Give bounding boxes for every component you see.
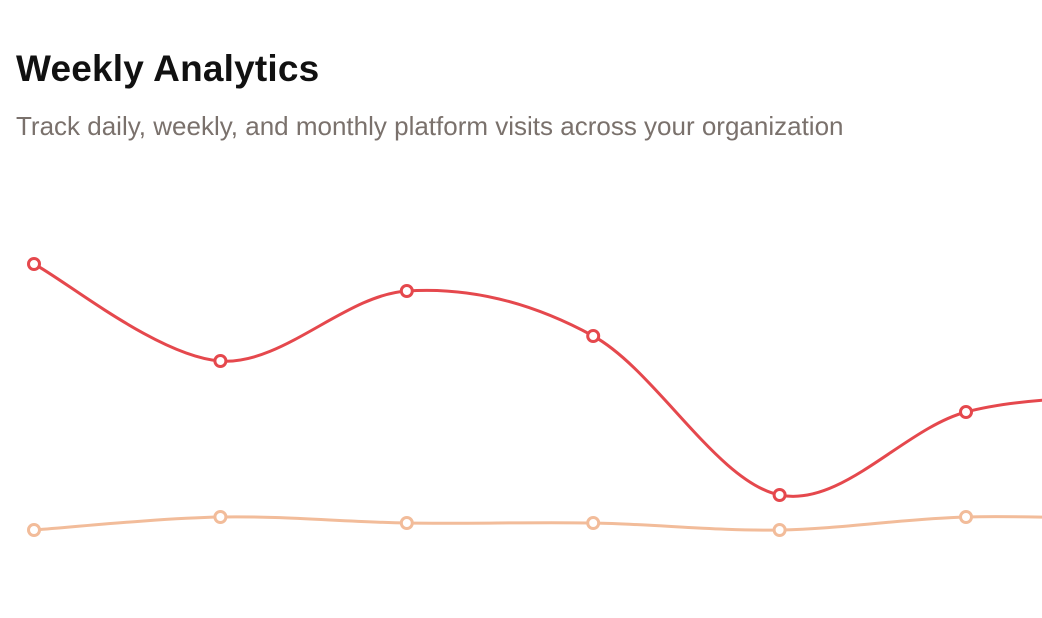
- series-1-point-4[interactable]: [586, 329, 601, 343]
- series-2-point-3[interactable]: [399, 516, 414, 530]
- chart-subtitle: Track daily, weekly, and monthly platfor…: [16, 111, 844, 141]
- series-2-line: [33, 515, 1042, 532]
- series-1-point-2[interactable]: [213, 354, 228, 368]
- series-1-line: [33, 262, 1042, 498]
- series-2-point-4[interactable]: [586, 516, 601, 530]
- series-1-point-1[interactable]: [27, 257, 41, 271]
- series-2-point-5[interactable]: [772, 523, 787, 537]
- series-2-point-2[interactable]: [213, 510, 228, 524]
- series-1-point-6[interactable]: [959, 405, 973, 419]
- series-1-point-5[interactable]: [772, 488, 787, 502]
- chart-title: Weekly Analytics: [16, 48, 320, 89]
- series-2-point-1[interactable]: [27, 523, 41, 537]
- series-2-point-6[interactable]: [959, 510, 973, 524]
- series-1-point-3[interactable]: [399, 284, 414, 298]
